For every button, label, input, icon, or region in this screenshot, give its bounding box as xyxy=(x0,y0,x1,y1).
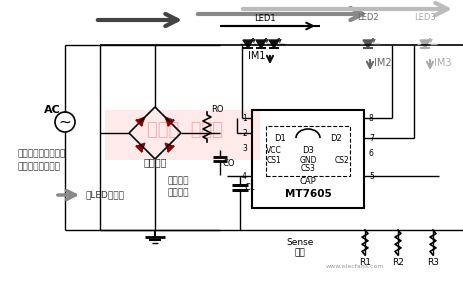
Text: 4: 4 xyxy=(242,171,246,181)
Text: R3: R3 xyxy=(426,258,438,267)
Text: CS1: CS1 xyxy=(266,156,281,164)
Text: 不同颜色代表不同时
刻电流流动的方向: 不同颜色代表不同时 刻电流流动的方向 xyxy=(18,149,66,171)
Text: C1: C1 xyxy=(244,182,256,192)
Polygon shape xyxy=(269,40,278,48)
Text: Sense
设定: Sense 设定 xyxy=(286,238,313,258)
Text: D2: D2 xyxy=(329,134,341,142)
Text: IM1: IM1 xyxy=(247,51,265,61)
Text: 电子屋  品世界: 电子屋 品世界 xyxy=(147,121,223,139)
Text: 2: 2 xyxy=(242,128,246,138)
Text: D3: D3 xyxy=(301,145,313,155)
Text: 恒流控制
接地电容: 恒流控制 接地电容 xyxy=(167,176,188,198)
Text: LED2: LED2 xyxy=(357,13,378,22)
Text: RO: RO xyxy=(211,105,223,113)
Bar xyxy=(251,110,363,208)
Text: www.elecfans.com: www.elecfans.com xyxy=(325,264,383,270)
Text: 3: 3 xyxy=(242,143,246,152)
Polygon shape xyxy=(165,117,173,125)
Text: 5: 5 xyxy=(368,171,373,181)
Polygon shape xyxy=(243,40,252,48)
Text: CS3: CS3 xyxy=(300,163,315,173)
Text: VCC: VCC xyxy=(266,145,281,155)
Bar xyxy=(105,110,259,160)
Text: LED1: LED1 xyxy=(254,14,275,23)
Text: MT7605: MT7605 xyxy=(284,189,331,199)
Text: GND: GND xyxy=(299,156,316,164)
Polygon shape xyxy=(419,40,429,48)
Text: 1: 1 xyxy=(242,113,246,123)
Text: 7: 7 xyxy=(368,134,373,142)
Text: R2: R2 xyxy=(391,258,403,267)
Text: AC: AC xyxy=(44,105,60,115)
Text: D1: D1 xyxy=(274,134,285,142)
Text: 为LED总电流: 为LED总电流 xyxy=(86,191,125,199)
Polygon shape xyxy=(136,143,144,151)
Polygon shape xyxy=(136,117,144,125)
Polygon shape xyxy=(256,40,265,48)
Polygon shape xyxy=(362,40,372,48)
Bar xyxy=(265,126,349,176)
Text: 芯片供电: 芯片供电 xyxy=(143,157,166,167)
Text: R1: R1 xyxy=(358,258,370,267)
Text: CAP: CAP xyxy=(299,177,316,185)
Text: IM2: IM2 xyxy=(373,58,391,68)
Polygon shape xyxy=(165,143,173,151)
Text: CO: CO xyxy=(223,159,235,167)
Text: 6: 6 xyxy=(368,149,373,157)
Text: IM3: IM3 xyxy=(433,58,450,68)
Text: LED3: LED3 xyxy=(413,13,435,22)
Text: 8: 8 xyxy=(368,113,373,123)
Text: ~: ~ xyxy=(58,114,71,130)
Text: CS2: CS2 xyxy=(334,156,349,164)
